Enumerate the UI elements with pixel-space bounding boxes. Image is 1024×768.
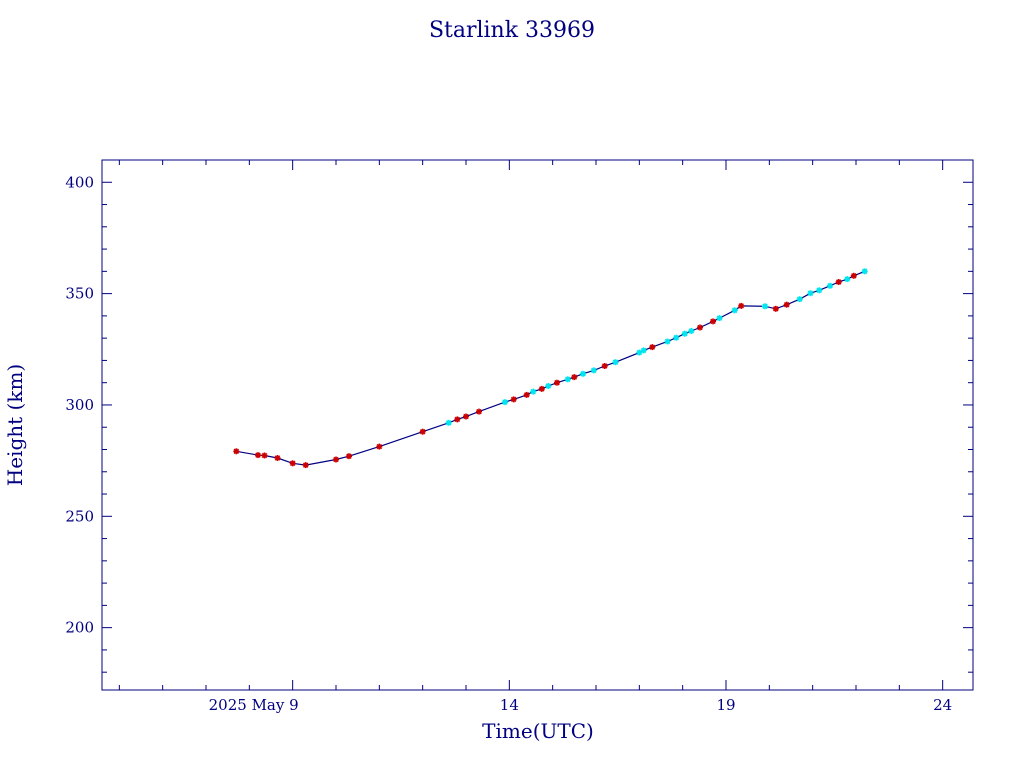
- y-axis: 200 250 300 350 400: [65, 159, 973, 673]
- data-point: [835, 279, 842, 285]
- x-tick-label: 24: [933, 696, 952, 714]
- y-tick-label: 300: [65, 396, 94, 414]
- data-point: [636, 349, 643, 356]
- data-point: [816, 287, 823, 294]
- data-point: [716, 315, 723, 322]
- data-point: [289, 460, 296, 467]
- data-point: [545, 383, 552, 389]
- data-point: [827, 282, 833, 289]
- x-tick-label: 14: [500, 696, 519, 714]
- series-height: [233, 268, 868, 469]
- data-point: [783, 301, 790, 308]
- data-point: [738, 302, 745, 309]
- data-point: [807, 290, 814, 297]
- y-tick-label: 250: [65, 507, 94, 525]
- data-point: [772, 305, 779, 312]
- data-point: [731, 307, 738, 314]
- data-point: [523, 391, 530, 398]
- data-point: [710, 318, 716, 325]
- data-point: [510, 396, 517, 403]
- data-point: [571, 374, 578, 381]
- data-point: [502, 399, 508, 406]
- plot-frame: [101, 159, 974, 691]
- data-point: [564, 376, 571, 383]
- data-point: [376, 443, 383, 450]
- x-axis-label: Time(UTC): [482, 719, 594, 743]
- data-point: [476, 408, 482, 415]
- data-point: [796, 296, 803, 303]
- data-point: [261, 452, 268, 459]
- x-tick-label: 2025 May 9: [209, 696, 299, 714]
- data-point: [612, 359, 619, 366]
- data-point: [302, 462, 309, 469]
- data-point: [233, 448, 240, 455]
- data-point: [463, 413, 469, 420]
- data-point: [554, 379, 560, 386]
- data-point: [580, 370, 586, 377]
- data-point: [538, 385, 545, 392]
- data-point: [333, 456, 339, 463]
- data-point: [419, 428, 426, 435]
- data-point: [274, 455, 281, 461]
- data-point: [861, 268, 868, 275]
- data-point: [346, 453, 352, 460]
- data-point: [673, 334, 680, 341]
- data-point: [640, 347, 647, 354]
- y-axis-label: Height (km): [3, 364, 27, 486]
- data-point: [649, 344, 656, 351]
- data-point: [762, 303, 768, 310]
- data-point: [688, 328, 695, 334]
- data-point: [850, 272, 857, 279]
- chart-title: Starlink 33969: [429, 18, 595, 43]
- data-point: [601, 363, 608, 369]
- data-point: [844, 276, 851, 283]
- data-point: [697, 324, 703, 331]
- data-point: [445, 419, 452, 426]
- data-point: [681, 330, 688, 337]
- y-tick-label: 400: [65, 173, 94, 191]
- data-point: [664, 338, 671, 345]
- x-axis: 2025 May 9 14 19 24: [118, 160, 952, 714]
- data-point: [454, 416, 461, 423]
- y-tick-label: 350: [65, 285, 94, 303]
- y-tick-label: 200: [65, 619, 94, 637]
- x-tick-label: 19: [716, 696, 735, 714]
- data-point: [590, 367, 597, 374]
- data-point: [255, 452, 261, 459]
- series-line: [236, 270, 865, 466]
- data-point: [530, 388, 537, 395]
